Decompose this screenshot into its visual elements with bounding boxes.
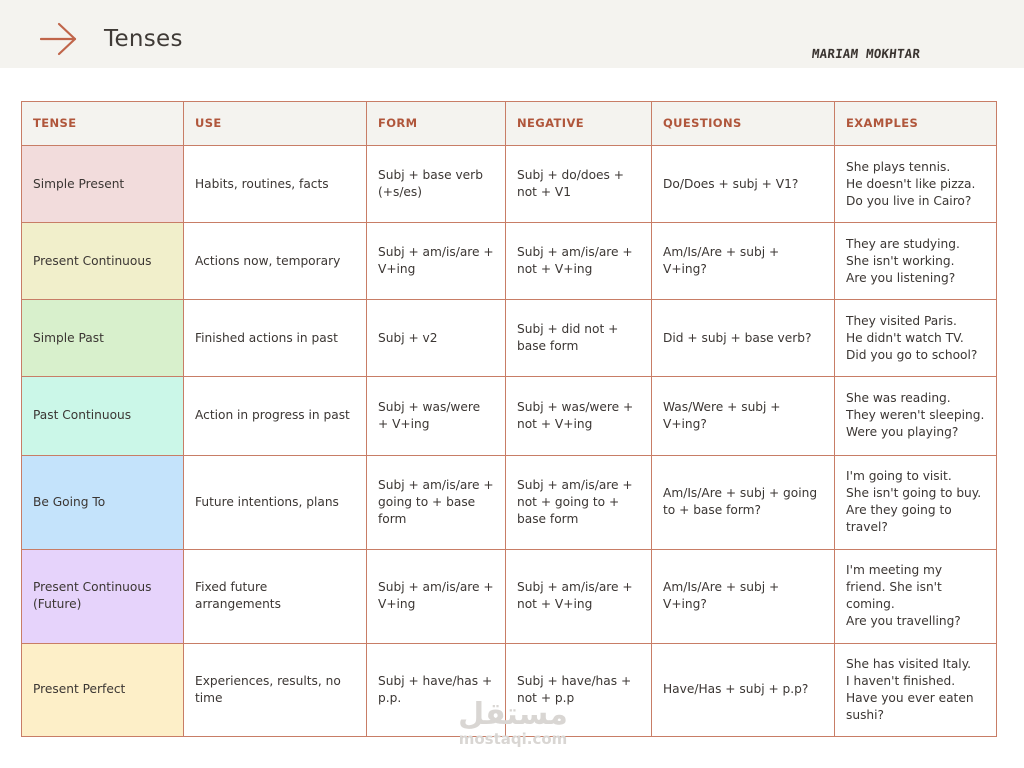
table-row: Be Going To Future intentions, plans Sub… <box>21 454 997 550</box>
use-cell: Habits, routines, facts <box>183 144 367 224</box>
negative-cell: Subj + did not + base form <box>505 299 652 378</box>
table-row: Present Continuous Actions now, temporar… <box>21 222 997 301</box>
header-bar: Tenses MARIAM MOKHTAR <box>0 0 1024 68</box>
questions-cell: Was/Were + subj + V+ing? <box>651 376 835 456</box>
column-header-tense: TENSE <box>21 101 184 146</box>
examples-cell: She was reading. They weren't sleeping. … <box>834 376 997 456</box>
form-cell: Subj + am/is/are + going to + base form <box>366 454 506 550</box>
author-name: MARIAM MOKHTAR <box>811 46 921 61</box>
use-cell: Actions now, temporary <box>183 222 367 301</box>
use-cell: Experiences, results, no time <box>183 642 367 738</box>
negative-cell: Subj + am/is/are + not + V+ing <box>505 548 652 644</box>
page-title: Tenses <box>104 26 183 52</box>
negative-cell: Subj + am/is/are + not + V+ing <box>505 222 652 301</box>
negative-cell: Subj + am/is/are + not + going to + base… <box>505 454 652 550</box>
table-header-row: TENSE USE FORM NEGATIVE QUESTIONS EXAMPL… <box>21 101 997 146</box>
form-cell: Subj + have/has + p.p. <box>366 642 506 738</box>
questions-cell: Do/Does + subj + V1? <box>651 144 835 224</box>
examples-cell: She plays tennis. He doesn't like pizza.… <box>834 144 997 224</box>
form-cell: Subj + am/is/are + V+ing <box>366 548 506 644</box>
table-row: Present Continuous (Future) Fixed future… <box>21 548 997 644</box>
form-cell: Subj + v2 <box>366 299 506 378</box>
tense-cell: Simple Past <box>21 299 184 378</box>
table-row: Simple Present Habits, routines, facts S… <box>21 144 997 224</box>
column-header-examples: EXAMPLES <box>834 101 997 146</box>
tense-cell: Past Continuous <box>21 376 184 456</box>
examples-cell: I'm meeting my friend. She isn't coming.… <box>834 548 997 644</box>
column-header-form: FORM <box>366 101 506 146</box>
use-cell: Finished actions in past <box>183 299 367 378</box>
use-cell: Future intentions, plans <box>183 454 367 550</box>
questions-cell: Am/Is/Are + subj + going to + base form? <box>651 454 835 550</box>
table-row: Past Continuous Action in progress in pa… <box>21 376 997 456</box>
tense-cell: Present Perfect <box>21 642 184 738</box>
negative-cell: Subj + was/were + not + V+ing <box>505 376 652 456</box>
questions-cell: Have/Has + subj + p.p? <box>651 642 835 738</box>
examples-cell: I'm going to visit. She isn't going to b… <box>834 454 997 550</box>
table-row: Simple Past Finished actions in past Sub… <box>21 299 997 378</box>
tense-cell: Be Going To <box>21 454 184 550</box>
table-row: Present Perfect Experiences, results, no… <box>21 642 997 738</box>
examples-cell: She has visited Italy. I haven't finishe… <box>834 642 997 738</box>
use-cell: Fixed future arrangements <box>183 548 367 644</box>
examples-cell: They visited Paris. He didn't watch TV. … <box>834 299 997 378</box>
tenses-table: TENSE USE FORM NEGATIVE QUESTIONS EXAMPL… <box>21 101 997 738</box>
negative-cell: Subj + have/has + not + p.p <box>505 642 652 738</box>
column-header-questions: QUESTIONS <box>651 101 835 146</box>
negative-cell: Subj + do/does + not + V1 <box>505 144 652 224</box>
use-cell: Action in progress in past <box>183 376 367 456</box>
form-cell: Subj + was/were + V+ing <box>366 376 506 456</box>
questions-cell: Did + subj + base verb? <box>651 299 835 378</box>
tense-cell: Simple Present <box>21 144 184 224</box>
column-header-negative: NEGATIVE <box>505 101 652 146</box>
questions-cell: Am/Is/Are + subj + V+ing? <box>651 548 835 644</box>
form-cell: Subj + base verb (+s/es) <box>366 144 506 224</box>
examples-cell: They are studying. She isn't working. Ar… <box>834 222 997 301</box>
tense-cell: Present Continuous (Future) <box>21 548 184 644</box>
arrow-right-icon <box>40 22 77 56</box>
questions-cell: Am/Is/Are + subj + V+ing? <box>651 222 835 301</box>
column-header-use: USE <box>183 101 367 146</box>
form-cell: Subj + am/is/are + V+ing <box>366 222 506 301</box>
tense-cell: Present Continuous <box>21 222 184 301</box>
